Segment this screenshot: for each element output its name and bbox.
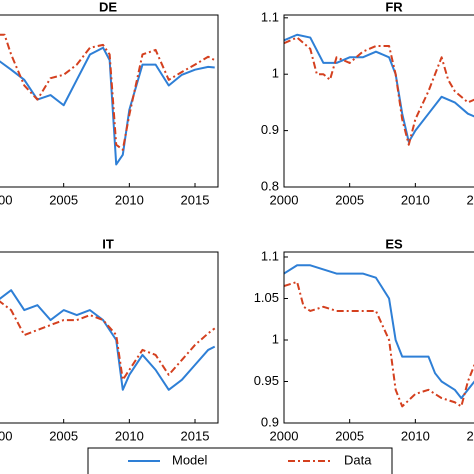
panel-title: ES	[385, 236, 403, 251]
legend-label: Model	[172, 452, 208, 467]
panel-title: FR	[385, 0, 403, 14]
series-line	[284, 280, 474, 408]
axes-box	[283, 251, 474, 424]
x-tick-label: 2010	[115, 192, 144, 207]
x-tick-label: 2005	[49, 192, 78, 207]
legend-label: Data	[344, 452, 372, 467]
x-tick-label: 2010	[401, 428, 430, 443]
axes-box	[0, 251, 219, 424]
x-tick-label: 2000	[0, 428, 12, 443]
x-tick-label: 2005	[335, 428, 364, 443]
y-tick-label: 1	[272, 331, 279, 346]
x-tick-label: 2010	[115, 428, 144, 443]
series-line	[284, 33, 474, 143]
x-tick-label: 2000	[270, 428, 299, 443]
x-tick-label: 2015	[467, 192, 474, 207]
panel-title: DE	[99, 0, 117, 14]
panel-title: IT	[102, 236, 114, 251]
axes-box	[0, 14, 219, 188]
y-tick-label: 1.1	[261, 9, 279, 24]
y-tick-label: 1	[272, 66, 279, 81]
x-tick-label: 2015	[181, 428, 210, 443]
plot-lines	[0, 33, 216, 166]
x-tick-label: 2010	[401, 192, 430, 207]
x-tick-label: 2000	[270, 192, 299, 207]
series-line	[0, 300, 216, 381]
y-tick-label: 1.1	[261, 248, 279, 263]
x-tick-label: 2015	[181, 192, 210, 207]
x-tick-label: 2015	[467, 428, 474, 443]
y-tick-label: 0.95	[254, 373, 279, 388]
plot-lines	[284, 264, 474, 408]
x-tick-label: 2005	[335, 192, 364, 207]
plot-lines	[0, 289, 216, 391]
x-tick-label: 2000	[0, 192, 12, 207]
y-tick-label: 0.9	[261, 122, 279, 137]
series-line	[0, 46, 215, 166]
axes-box	[283, 14, 474, 188]
series-line	[284, 36, 474, 146]
y-tick-label: 1.05	[254, 290, 279, 305]
series-line	[0, 289, 216, 391]
x-tick-label: 2005	[49, 428, 78, 443]
series-line	[284, 264, 474, 400]
series-line	[0, 33, 216, 151]
y-tick-label: 0.9	[261, 414, 279, 429]
plot-lines	[284, 33, 474, 146]
y-tick-label: 0.8	[261, 178, 279, 193]
